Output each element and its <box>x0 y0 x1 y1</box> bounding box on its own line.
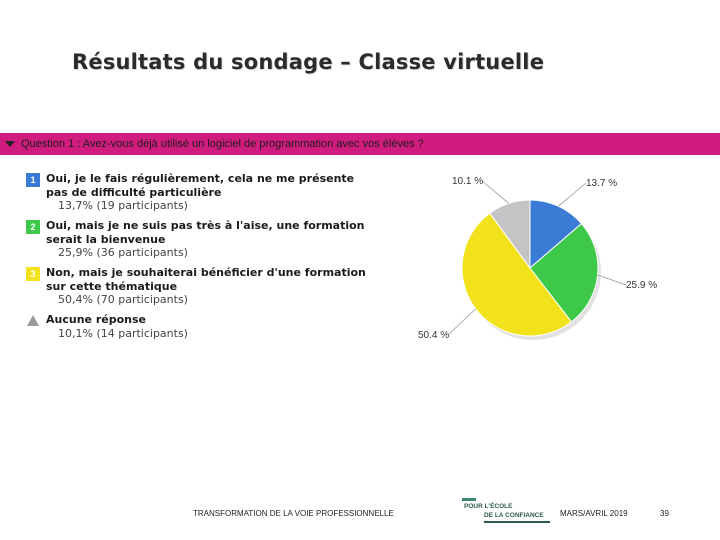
pie-slice-4 <box>489 199 531 270</box>
pie-slice-1 <box>529 199 583 270</box>
logo-line-2: DE LA CONFIANCE <box>484 512 544 519</box>
pie-slice-2 <box>529 222 599 323</box>
slide-title: Résultats du sondage – Classe virtuelle <box>72 50 545 74</box>
option-label: Oui, mais je ne suis pas très à l'aise, … <box>46 219 365 246</box>
option-result: 50,4% (70 participants) <box>58 293 188 306</box>
answer-option-2: 2 Oui, mais je ne suis pas très à l'aise… <box>26 219 366 260</box>
option-number-badge: 2 <box>26 220 40 234</box>
option-label: Aucune réponse <box>46 313 146 326</box>
option-result: 25,9% (36 participants) <box>58 246 188 259</box>
question-header[interactable]: Question 1 : Avez-vous déjà utilisé un l… <box>0 133 720 155</box>
pie-chart-svg: 13.7 % 25.9 % 50.4 % 10.1 % <box>418 176 657 341</box>
option-result: 13,7% (19 participants) <box>58 199 188 212</box>
ecole-confiance-logo: POUR L'ÉCOLE DE LA CONFIANCE <box>462 498 552 526</box>
footer-program: TRANSFORMATION DE LA VOIE PROFESSIONNELL… <box>193 509 394 518</box>
logo-underline <box>484 521 550 523</box>
pie-leader-line <box>447 308 476 336</box>
option-number-badge: 1 <box>26 173 40 187</box>
option-label: Non, mais je souhaiterai bénéficier d'un… <box>46 266 366 293</box>
option-label: Oui, je le fais régulièrement, cela ne m… <box>46 172 355 199</box>
pie-value-label: 50.4 % <box>418 330 449 341</box>
answer-option-3: 3 Non, mais je souhaiterai bénéficier d'… <box>26 266 366 307</box>
pie-leader-line <box>597 274 627 286</box>
option-number-badge: 3 <box>26 267 40 281</box>
answer-options-list: 1 Oui, je le fais régulièrement, cela ne… <box>26 172 366 347</box>
answer-option-no-response: Aucune réponse 10,1% (14 participants) <box>26 313 366 341</box>
pie-value-label: 13.7 % <box>586 178 617 189</box>
triangle-icon <box>27 315 39 326</box>
logo-line-1: POUR L'ÉCOLE <box>464 503 513 510</box>
pie-leader-line <box>558 182 587 207</box>
pie-leader-line <box>481 180 510 204</box>
results-pie-chart: 13.7 % 25.9 % 50.4 % 10.1 % <box>400 170 700 360</box>
answer-option-1: 1 Oui, je le fais régulièrement, cela ne… <box>26 172 366 213</box>
footer-date: MARS/AVRIL 2019 <box>560 509 628 518</box>
question-text: Question 1 : Avez-vous déjà utilisé un l… <box>21 138 424 150</box>
pie-value-label: 10.1 % <box>452 176 483 187</box>
logo-mark <box>462 498 476 501</box>
option-result: 10,1% (14 participants) <box>58 326 188 340</box>
pie-value-label: 25.9 % <box>626 280 657 291</box>
collapse-caret-icon[interactable] <box>5 141 15 147</box>
page-number: 39 <box>660 509 669 518</box>
